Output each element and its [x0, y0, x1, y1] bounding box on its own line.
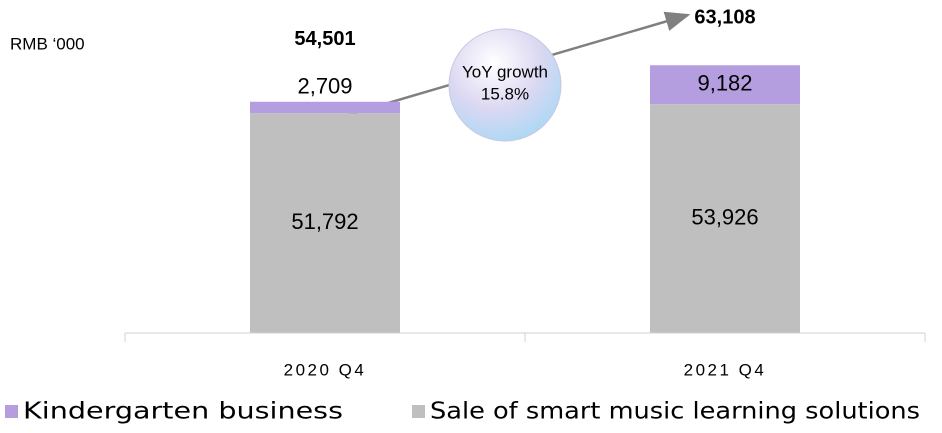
annotation-text: YoY growth	[462, 62, 548, 81]
x-tick-label: 2021 Q4	[684, 360, 767, 379]
x-tick-label: 2020 Q4	[284, 360, 367, 379]
bar-segment	[650, 104, 800, 334]
legend-label: Kindergarten business	[23, 399, 343, 425]
legend-swatch	[412, 405, 425, 418]
bar-segment	[650, 65, 800, 105]
annotation-value: 15.8%	[481, 84, 529, 103]
bar-segment	[250, 113, 400, 334]
value-label: 2,709	[297, 74, 352, 99]
total-label: 63,108	[694, 7, 755, 29]
bar-segment	[250, 101, 400, 114]
value-label: 51,792	[291, 209, 358, 234]
legend-swatch	[5, 405, 18, 418]
unit-label: RMB ‘000	[10, 34, 85, 53]
value-label: 9,182	[697, 71, 752, 96]
value-label: 53,926	[691, 204, 758, 229]
total-label: 54,501	[294, 28, 355, 50]
growth-bubble	[448, 28, 562, 142]
legend-label: Sale of smart music learning solutions	[430, 399, 920, 425]
